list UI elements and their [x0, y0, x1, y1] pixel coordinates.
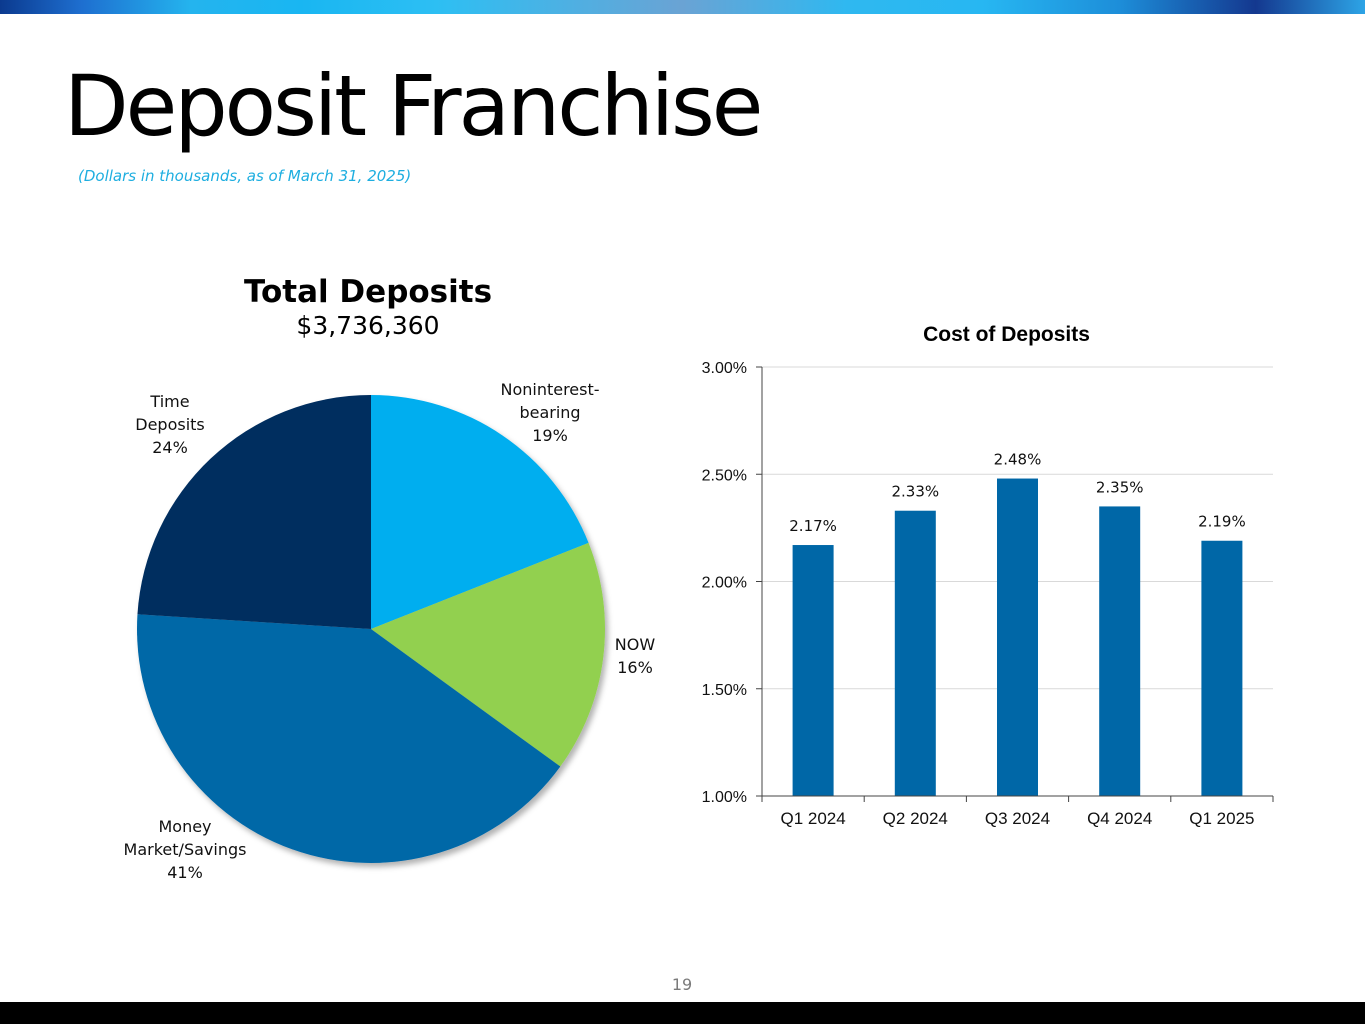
bar-value-label: 2.48% [994, 451, 1042, 469]
pie-slice-noninterest-bearing [371, 395, 589, 629]
pie-slice-money-market-savings [136, 614, 561, 864]
pie-chart-title: Total Deposits [243, 274, 493, 310]
page-number: 19 [671, 975, 693, 994]
pie-label-money-market-savings: Money Market/Savings 41% [123, 817, 247, 882]
x-tick-label: Q4 2024 [1087, 809, 1152, 828]
bar-chart: Cost of Deposits 1.00% 1.50% 2.00% 2.50% 3.00… [702, 323, 1274, 828]
slide-subtitle: (Dollars in thousands, as of March 31, 2… [78, 167, 412, 185]
pie-chart-total: $3,736,360 [296, 311, 440, 340]
bar-q1-2024 [792, 545, 834, 796]
bar-q3-2024 [997, 478, 1038, 796]
slide-title: Deposit Franchise [64, 57, 763, 155]
pie-slice-time-deposits [137, 395, 371, 629]
top-accent-bar [0, 0, 1365, 14]
pie-label-noninterest-bearing: Noninterest- bearing 19% [500, 380, 600, 445]
bar-chart-title: Cost of Deposits [923, 323, 1090, 346]
y-tick-label: 2.00% [702, 575, 747, 592]
x-tick-label: Q3 2024 [985, 809, 1050, 828]
bottom-bar [0, 1002, 1365, 1024]
y-tick-label: 1.00% [702, 789, 747, 806]
pie-slice-now [371, 542, 606, 767]
bar-value-label: 2.33% [891, 483, 939, 501]
bar-value-label: 2.17% [789, 517, 837, 535]
y-tick-label: 1.50% [702, 682, 747, 699]
bar-q4-2024 [1099, 506, 1141, 796]
bar-q2-2024 [894, 510, 936, 796]
y-tick-label: 2.50% [702, 467, 747, 484]
pie-label-time-deposits: Time Deposits 24% [135, 392, 205, 457]
bar-value-label: 2.19% [1198, 513, 1246, 531]
y-tick-label: 3.00% [702, 360, 747, 377]
x-tick-label: Q1 2024 [780, 809, 845, 828]
x-tick-label: Q1 2025 [1189, 809, 1254, 828]
x-tick-label: Q2 2024 [883, 809, 948, 828]
pie-chart [136, 395, 606, 864]
pie-label-now: NOW 16% [614, 635, 656, 677]
bar-q1-2025 [1201, 540, 1243, 796]
bar-value-label: 2.35% [1096, 478, 1144, 496]
